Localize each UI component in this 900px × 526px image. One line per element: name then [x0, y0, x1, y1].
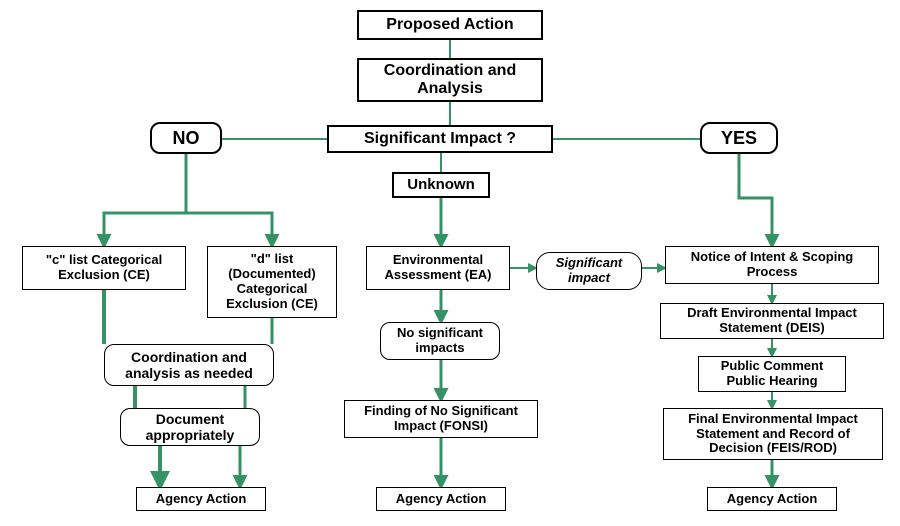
node-proposed-action: Proposed Action	[357, 10, 543, 40]
node-agency-action-left: Agency Action	[136, 487, 266, 511]
node-public-comment: Public Comment Public Hearing	[698, 356, 846, 392]
node-sig-impact-bubble: Significant impact	[536, 252, 642, 290]
flow-edge	[104, 154, 186, 246]
node-env-assessment: Environmental Assessment (EA)	[366, 246, 510, 290]
node-unknown-box: Unknown	[392, 172, 490, 198]
node-notice-intent: Notice of Intent & Scoping Process	[665, 246, 879, 284]
node-agency-action-right: Agency Action	[707, 487, 837, 511]
flow-edge	[739, 154, 772, 246]
node-fonsi: Finding of No Significant Impact (FONSI)	[344, 400, 538, 438]
node-significant-q: Significant Impact ?	[327, 125, 553, 153]
node-deis: Draft Environmental Impact Statement (DE…	[660, 303, 884, 339]
node-agency-action-mid: Agency Action	[376, 487, 506, 511]
node-no-sig-impacts: No significant impacts	[380, 322, 500, 360]
node-coord-analysis: Coordination and Analysis	[357, 58, 543, 102]
node-document-approp: Document appropriately	[120, 408, 260, 446]
node-no-box: NO	[150, 122, 222, 154]
node-d-list: "d" list (Documented) Categorical Exclus…	[207, 246, 337, 318]
node-coord-needed: Coordination and analysis as needed	[104, 344, 274, 386]
flow-edge	[186, 154, 272, 246]
node-c-list: "c" list Categorical Exclusion (CE)	[22, 246, 186, 290]
node-feis-rod: Final Environmental Impact Statement and…	[663, 408, 883, 460]
node-yes-box: YES	[700, 122, 778, 154]
